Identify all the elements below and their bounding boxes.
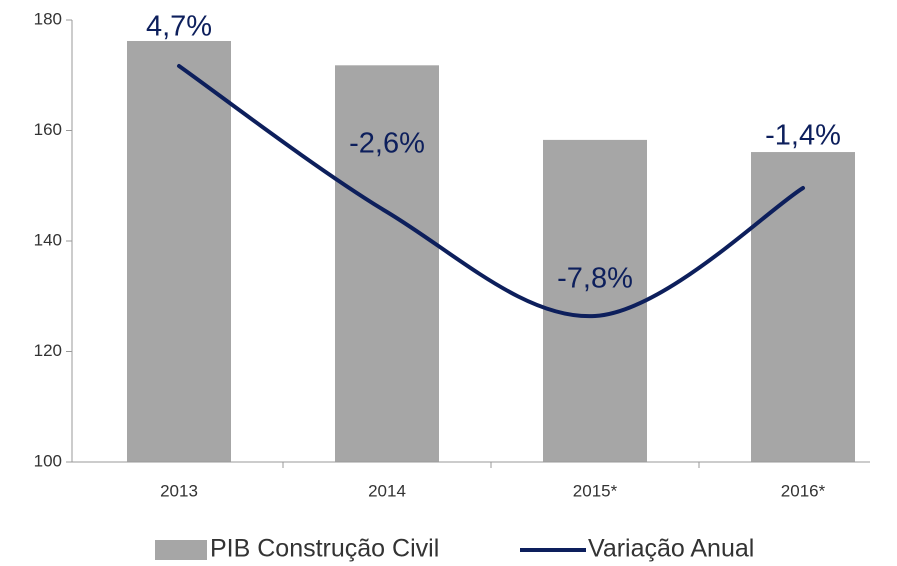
x-tick-label: 2015*	[573, 481, 618, 500]
bar	[127, 40, 231, 463]
x-tick-label: 2016*	[781, 481, 826, 500]
legend-label: PIB Construção Civil	[210, 535, 439, 563]
bar	[751, 152, 855, 463]
y-tick-label: 140	[34, 230, 62, 249]
bar	[543, 139, 647, 462]
data-label: -1,4%	[765, 120, 841, 152]
data-label: 4,7%	[146, 11, 212, 43]
y-tick-label: 100	[34, 451, 62, 470]
data-label: -7,8%	[557, 263, 633, 295]
x-tick-label: 2013	[160, 481, 198, 500]
line	[177, 64, 805, 319]
y-tick-label: 180	[34, 9, 62, 28]
legend-label: Variação Anual	[588, 535, 754, 563]
y-tick-label: 120	[34, 341, 62, 360]
x-tick-label: 2014	[368, 481, 406, 500]
bar	[335, 65, 439, 463]
y-tick-label: 160	[34, 120, 62, 139]
data-label: -2,6%	[349, 128, 425, 160]
legend-swatch	[155, 540, 207, 560]
